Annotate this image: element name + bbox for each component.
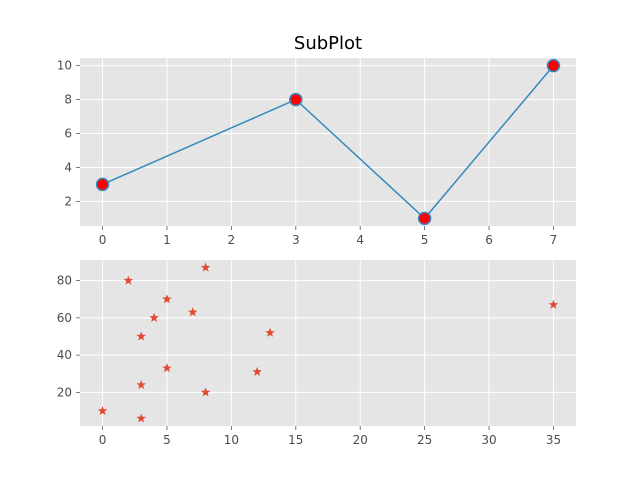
x-tick-label: 7 [550, 233, 558, 247]
x-tick-label: 5 [421, 233, 429, 247]
plot-area [80, 260, 576, 426]
y-tick-label: 6 [64, 127, 72, 141]
star-marker [136, 331, 146, 341]
star-marker [136, 413, 146, 423]
x-tick-label: 3 [292, 233, 300, 247]
data-point-marker [95, 177, 110, 192]
star-marker [548, 299, 559, 309]
x-tick-label: 4 [356, 233, 364, 247]
x-tick-label: 35 [546, 433, 561, 447]
y-tick-label: 10 [57, 59, 72, 73]
star-marker [149, 312, 159, 322]
y-tick-label: 2 [64, 194, 72, 208]
x-tick-label: 30 [481, 433, 496, 447]
x-tick-label: 25 [417, 433, 432, 447]
y-tick-label: 8 [64, 93, 72, 107]
data-point-marker [289, 92, 303, 107]
star-marker [200, 262, 211, 272]
series-line [102, 65, 555, 220]
x-tick-label: 15 [288, 433, 303, 447]
star-marker [187, 307, 198, 317]
star-marker [97, 406, 108, 416]
star-marker [200, 387, 211, 397]
x-tick-label: 6 [485, 233, 493, 247]
x-tick-label: 0 [99, 233, 107, 247]
chart-title: SubPlot [294, 33, 362, 54]
y-tick-label: 80 [57, 274, 72, 288]
star-marker [162, 363, 172, 373]
x-tick-label: 2 [228, 233, 236, 247]
x-tick-label: 1 [163, 233, 171, 247]
star-marker [265, 327, 275, 337]
star-marker [136, 379, 146, 389]
scatter-subplot: 0 5 10 15 20 25 30 35 20 40 60 80 [57, 260, 576, 447]
x-tick-label: 0 [99, 433, 107, 447]
x-tick-label: 5 [163, 433, 171, 447]
star-marker [252, 366, 262, 376]
y-tick-label: 20 [57, 385, 72, 399]
star-marker [162, 294, 172, 304]
x-tick-label: 20 [353, 433, 368, 447]
plot-area [80, 58, 576, 226]
y-tick-label: 4 [64, 160, 72, 174]
star-marker [123, 275, 134, 285]
y-tick-label: 40 [57, 348, 72, 362]
data-point-marker [546, 58, 561, 73]
data-point-marker [417, 211, 432, 226]
x-tick-label: 10 [224, 433, 239, 447]
line-subplot: 0 1 2 3 4 5 6 7 2 4 6 8 10 [57, 58, 576, 247]
y-tick-label: 60 [57, 311, 72, 325]
